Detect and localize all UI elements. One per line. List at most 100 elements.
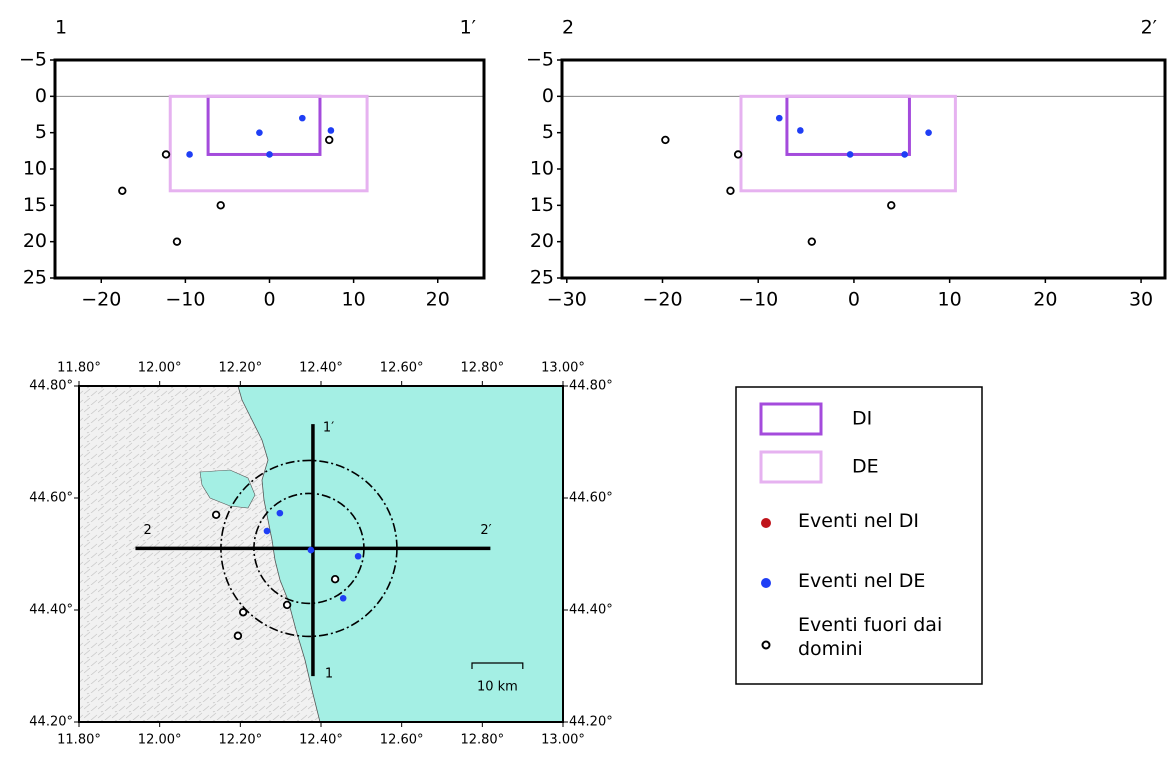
legend-label: Eventi nel DI [798, 509, 958, 533]
domain-box [208, 96, 320, 154]
event-point [186, 151, 193, 158]
section-label: 1′ [323, 421, 334, 436]
event-point [217, 202, 224, 209]
x-tick-label: 12.80° [460, 733, 504, 748]
legend-label-box: Eventi nel DI [798, 509, 976, 575]
event-point [328, 127, 335, 134]
event-point [119, 188, 126, 195]
x-tick-label: 30 [1129, 289, 1153, 311]
x-tick-label: −30 [547, 289, 587, 311]
event-point [662, 137, 669, 144]
plot-frame [55, 60, 484, 278]
event-point [264, 528, 271, 535]
legend-label: DE [852, 456, 879, 478]
legend-marker [761, 518, 771, 528]
x-tick-label: −20 [642, 289, 682, 311]
y-tick-label: 20 [530, 230, 554, 252]
event-point [332, 576, 339, 583]
x-tick-label: −10 [165, 289, 205, 311]
x-tick-label: 12.80° [460, 361, 504, 376]
event-point [266, 151, 273, 158]
y-tick-label: 5 [35, 121, 47, 143]
legend-label: DI [852, 408, 872, 430]
event-point [326, 137, 333, 144]
event-point [809, 238, 816, 245]
event-point [847, 151, 854, 158]
y-tick-label: 15 [23, 194, 47, 216]
y-tick-label: 0 [35, 85, 47, 107]
y-tick-label: 25 [530, 267, 554, 289]
event-point [340, 595, 347, 602]
event-point [888, 202, 895, 209]
x-tick-label: 0 [263, 289, 275, 311]
x-tick-label: 10 [342, 289, 366, 311]
section-end-label: 1′ [460, 17, 476, 39]
x-tick-label: 20 [426, 289, 450, 311]
section-label: 2 [143, 523, 151, 538]
y-tick-label: 15 [530, 194, 554, 216]
event-point [308, 547, 315, 554]
event-point [284, 602, 291, 609]
y-tick-label: −5 [526, 49, 554, 71]
x-tick-label: 20 [1033, 289, 1057, 311]
y-tick-label: −5 [19, 49, 47, 71]
plot-frame [562, 60, 1165, 278]
figure: 11′−20−1001020−5051015202522′−30−20−1001… [0, 0, 1169, 758]
y-tick-label: 44.20° [569, 715, 613, 730]
event-point [901, 151, 908, 158]
x-tick-label: 12.20° [218, 361, 262, 376]
y-tick-label: 25 [23, 267, 47, 289]
x-tick-label: 12.40° [299, 361, 343, 376]
event-point [797, 127, 804, 134]
legend-marker [763, 642, 770, 649]
event-point [163, 151, 170, 158]
event-point [256, 129, 263, 136]
legend-label: Eventi fuori dai domini [798, 613, 958, 661]
x-tick-label: 12.20° [218, 733, 262, 748]
event-point [925, 129, 932, 136]
page: 11′−20−1001020−5051015202522′−30−20−1001… [0, 0, 1169, 758]
x-tick-label: −10 [738, 289, 778, 311]
x-tick-label: 12.00° [138, 733, 182, 748]
section-start-label: 2 [562, 17, 574, 39]
y-tick-label: 0 [542, 85, 554, 107]
event-point [735, 151, 742, 158]
section-label: 2′ [480, 523, 491, 538]
x-tick-label: 12.40° [299, 733, 343, 748]
event-point [355, 553, 362, 560]
domain-box [741, 96, 955, 190]
y-tick-label: 20 [23, 230, 47, 252]
x-tick-label: 12.00° [138, 361, 182, 376]
domain-box [170, 96, 367, 190]
domain-box [787, 96, 910, 154]
event-point [277, 510, 284, 517]
event-point [240, 609, 247, 616]
legend-label: Eventi nel DE [798, 569, 958, 593]
y-tick-label: 44.80° [29, 379, 73, 394]
x-tick-label: 12.60° [380, 733, 424, 748]
scale-bar-label: 10 km [477, 680, 518, 695]
x-tick-label: 10 [938, 289, 962, 311]
y-tick-label: 5 [542, 121, 554, 143]
x-tick-label: 13.00° [541, 361, 585, 376]
x-tick-label: 13.00° [541, 733, 585, 748]
y-tick-label: 44.60° [29, 491, 73, 506]
event-point [727, 188, 734, 195]
event-point [299, 115, 306, 122]
event-point [776, 115, 783, 122]
x-tick-label: 0 [848, 289, 860, 311]
y-tick-label: 10 [530, 158, 554, 180]
y-tick-label: 44.20° [29, 715, 73, 730]
event-point [213, 512, 220, 519]
section-label: 1 [325, 667, 333, 682]
section-start-label: 1 [55, 17, 67, 39]
event-point [174, 238, 181, 245]
x-tick-label: −20 [81, 289, 121, 311]
section-end-label: 2′ [1141, 17, 1157, 39]
event-point [235, 632, 242, 639]
y-tick-label: 10 [23, 158, 47, 180]
x-tick-label: 11.80° [57, 733, 101, 748]
y-tick-label: 44.40° [29, 603, 73, 618]
legend-label-box: Eventi fuori dai domini [798, 613, 976, 679]
x-tick-label: 11.80° [57, 361, 101, 376]
